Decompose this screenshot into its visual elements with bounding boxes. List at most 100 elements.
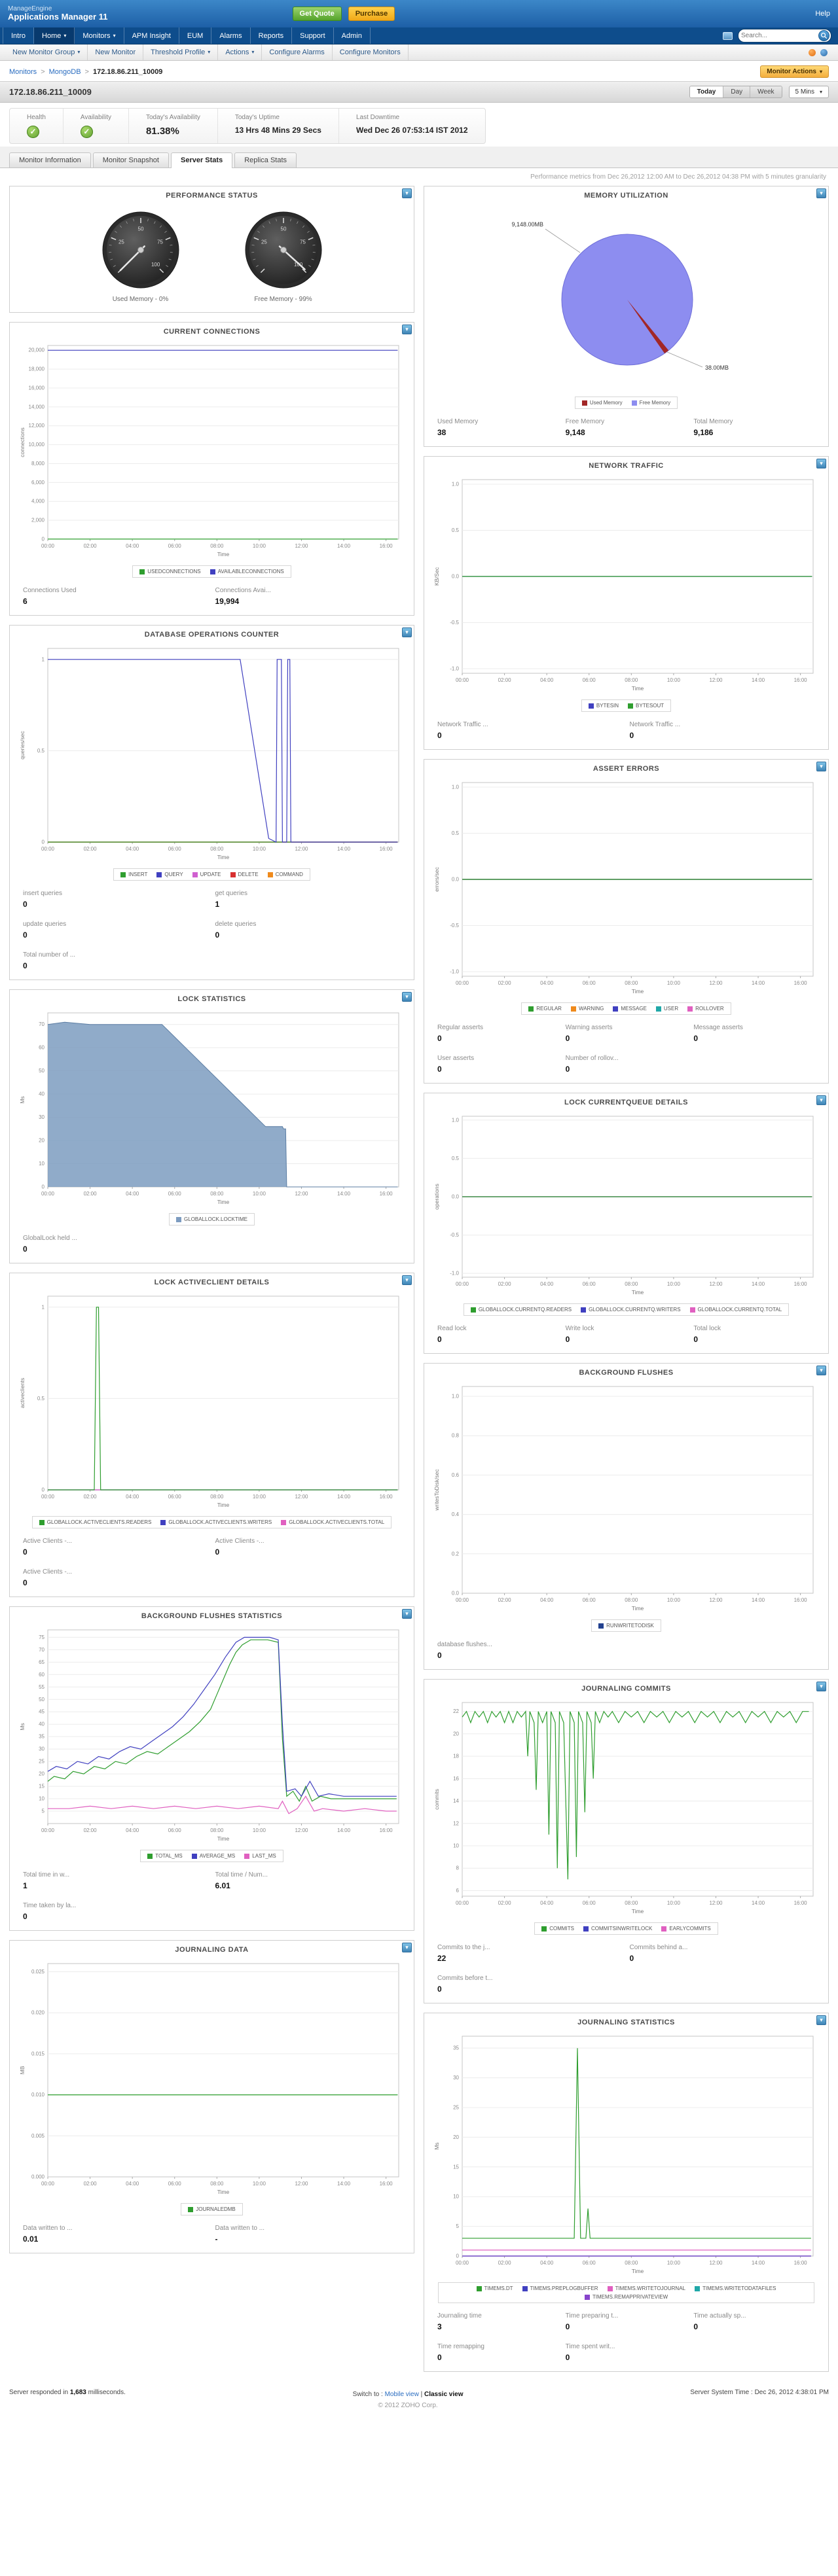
subnav-item-new-monitor[interactable]: New Monitor bbox=[88, 44, 144, 60]
content-area: PERFORMANCE STATUS ▾ 25 50 75 100 Used Memory … bbox=[0, 183, 838, 2381]
legend-label: GLOBALLOCK.LOCKTIME bbox=[184, 1216, 247, 1222]
chart-legend: COMMITS COMMITSINWRITELOCK EARLYCOMMITS bbox=[534, 1922, 718, 1935]
database-operations-counter-chart: 0 0.5 1 00:00 02:00 04:00 06:00 08:00 10:00 12:00… bbox=[19, 648, 399, 860]
svg-text:6,000: 6,000 bbox=[31, 480, 45, 485]
breadcrumb-monitors[interactable]: Monitors bbox=[9, 67, 37, 76]
stat-label: Time taken by la... bbox=[23, 1902, 77, 1909]
subnav-item-actions[interactable]: Actions ▾ bbox=[218, 44, 263, 60]
panel-header: LOCK STATISTICS ▾ bbox=[10, 990, 414, 1006]
panel-menu-icon[interactable]: ▾ bbox=[402, 627, 412, 637]
panel-menu-icon[interactable]: ▾ bbox=[816, 188, 826, 198]
panel-title: JOURNALING STATISTICS bbox=[577, 2019, 675, 2026]
tab-monitor-snapshot[interactable]: Monitor Snapshot bbox=[92, 152, 169, 168]
svg-text:04:00: 04:00 bbox=[126, 1827, 139, 1833]
nav-item-eum[interactable]: EUM bbox=[179, 27, 212, 44]
nav-item-reports[interactable]: Reports bbox=[251, 27, 293, 44]
classic-view-link[interactable]: Classic view bbox=[424, 2391, 464, 2398]
stat-label: GlobalLock held ... bbox=[23, 1235, 77, 1242]
legend-item-availableconnections: AVAILABLECONNECTIONS bbox=[210, 569, 284, 574]
tab-server-stats[interactable]: Server Stats bbox=[170, 152, 233, 168]
period-week[interactable]: Week bbox=[750, 86, 782, 97]
tab-replica-stats[interactable]: Replica Stats bbox=[234, 152, 297, 168]
subnav-item-configure-monitors[interactable]: Configure Monitors bbox=[333, 44, 409, 60]
purchase-button[interactable]: Purchase bbox=[348, 7, 395, 21]
subnav-item-new-monitor-group[interactable]: New Monitor Group ▾ bbox=[5, 44, 88, 60]
svg-text:14:00: 14:00 bbox=[337, 846, 351, 852]
breadcrumb-type[interactable]: MongoDB bbox=[48, 67, 81, 76]
chart-legend: RUNWRITETODISK bbox=[591, 1619, 661, 1632]
svg-text:16:00: 16:00 bbox=[379, 1191, 393, 1197]
get-quote-button[interactable]: Get Quote bbox=[292, 7, 342, 21]
svg-text:Time: Time bbox=[631, 685, 644, 692]
nav-item-support[interactable]: Support bbox=[292, 27, 334, 44]
period-day[interactable]: Day bbox=[723, 86, 751, 97]
nav-item-monitors[interactable]: Monitors ▾ bbox=[75, 27, 124, 44]
stat-label: insert queries bbox=[23, 890, 63, 897]
svg-text:10:00: 10:00 bbox=[252, 1494, 266, 1500]
svg-text:16:00: 16:00 bbox=[793, 677, 807, 683]
svg-text:50: 50 bbox=[39, 1697, 45, 1703]
subnav-item-configure-alarms[interactable]: Configure Alarms bbox=[262, 44, 333, 60]
zoom-icon[interactable] bbox=[820, 48, 828, 56]
mobile-view-link[interactable]: Mobile view bbox=[384, 2391, 419, 2398]
panel-menu-icon[interactable]: ▾ bbox=[816, 459, 826, 468]
main-nav-items: Intro Home ▾ Monitors ▾ APM Insight EUM Alarms R… bbox=[3, 27, 371, 44]
panel-menu-icon[interactable]: ▾ bbox=[816, 1095, 826, 1105]
legend-label: TIMEMS.WRITETODATAFILES bbox=[702, 2285, 776, 2291]
stat-value: 0 bbox=[23, 1912, 27, 1921]
search-icon[interactable] bbox=[818, 30, 829, 41]
panel-menu-icon[interactable]: ▾ bbox=[816, 1682, 826, 1691]
monitor-actions-button[interactable]: Monitor Actions ▾ bbox=[760, 65, 829, 78]
subnav-item-threshold-profile[interactable]: Threshold Profile ▾ bbox=[143, 44, 219, 60]
nav-item-admin[interactable]: Admin bbox=[334, 27, 371, 44]
panel-menu-icon[interactable]: ▾ bbox=[816, 762, 826, 771]
gauge-used-memory-0: 25 50 75 100 Used Memory - 0% bbox=[85, 207, 196, 303]
svg-text:30: 30 bbox=[453, 2075, 459, 2081]
svg-text:00:00: 00:00 bbox=[41, 1191, 54, 1197]
panel-menu-icon[interactable]: ▾ bbox=[402, 188, 412, 198]
panel-menu-icon[interactable]: ▾ bbox=[402, 325, 412, 334]
svg-text:16:00: 16:00 bbox=[793, 1281, 807, 1287]
panel-menu-icon[interactable]: ▾ bbox=[402, 992, 412, 1002]
tab-monitor-information[interactable]: Monitor Information bbox=[9, 152, 91, 168]
nav-item-intro[interactable]: Intro bbox=[3, 27, 35, 44]
legend-label: LAST_MS bbox=[252, 1853, 276, 1859]
legend-swatch bbox=[631, 400, 637, 406]
stat-label: Active Clients -... bbox=[23, 1568, 73, 1576]
panel-menu-icon[interactable]: ▾ bbox=[816, 2015, 826, 2025]
chart-legend: BYTESIN BYTESOUT bbox=[581, 699, 672, 712]
notification-icon[interactable] bbox=[809, 48, 816, 56]
quick-access-icon[interactable] bbox=[723, 31, 733, 40]
panel-menu-icon[interactable]: ▾ bbox=[402, 1275, 412, 1285]
nav-item-apm-insight[interactable]: APM Insight bbox=[124, 27, 179, 44]
help-link[interactable]: Help bbox=[815, 10, 830, 18]
nav-item-home[interactable]: Home ▾ bbox=[34, 27, 75, 44]
granularity-select[interactable]: 5 Mins ▾ bbox=[788, 86, 829, 98]
nav-right bbox=[723, 29, 835, 43]
product-name: Applications Manager 11 bbox=[8, 12, 108, 22]
stat-value: 0 bbox=[23, 1244, 27, 1254]
panel-menu-icon[interactable]: ▾ bbox=[402, 1943, 412, 1952]
svg-text:0.0: 0.0 bbox=[451, 1591, 459, 1597]
period-today[interactable]: Today bbox=[689, 86, 724, 97]
panel-menu-icon[interactable]: ▾ bbox=[402, 1609, 412, 1619]
svg-text:KB/Sec: KB/Sec bbox=[433, 567, 440, 586]
nav-item-alarms[interactable]: Alarms bbox=[211, 27, 251, 44]
legend-swatch bbox=[687, 1006, 693, 1012]
panel-lock-statistics: LOCK STATISTICS ▾ 0 10 20 30 40 50 60 70 00:00 02:0… bbox=[9, 989, 414, 1263]
search-input[interactable] bbox=[741, 30, 818, 41]
panel-background-flushes: BACKGROUND FLUSHES ▾ 0.0 0.2 0.4 0.6 0.8 1.0 00:… bbox=[424, 1363, 829, 1670]
legend-label: BYTESIN bbox=[596, 703, 619, 709]
svg-text:-1.0: -1.0 bbox=[450, 968, 459, 974]
legend-label: AVAILABLECONNECTIONS bbox=[217, 569, 284, 574]
server-response-time: Server responded in 1,683 milliseconds. bbox=[9, 2389, 126, 2396]
svg-text:04:00: 04:00 bbox=[540, 2260, 554, 2266]
panel-menu-icon[interactable]: ▾ bbox=[816, 1366, 826, 1375]
status-label: Last Downtime bbox=[355, 114, 400, 121]
svg-text:08:00: 08:00 bbox=[625, 2260, 638, 2266]
network-traffic-chart: -1.0 -0.5 0.0 0.5 1.0 00:00 02:00 04:00 06:00 08:… bbox=[433, 479, 813, 692]
svg-text:14:00: 14:00 bbox=[752, 677, 765, 683]
svg-text:40: 40 bbox=[39, 1721, 45, 1727]
svg-text:10:00: 10:00 bbox=[666, 2260, 680, 2266]
svg-text:14:00: 14:00 bbox=[752, 980, 765, 986]
